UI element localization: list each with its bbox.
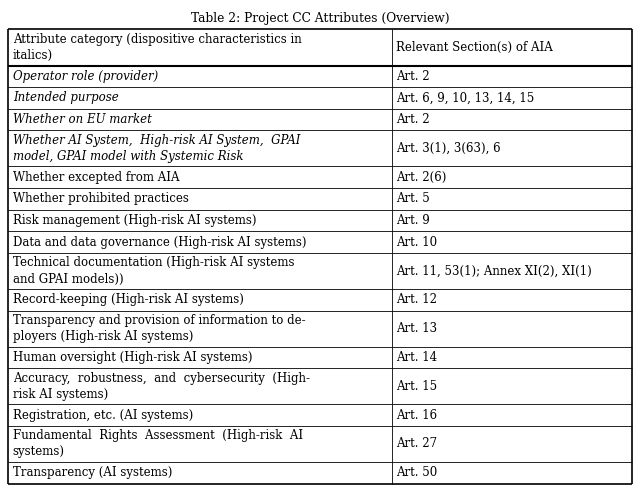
Text: Data and data governance (High-risk AI systems): Data and data governance (High-risk AI s…	[13, 236, 307, 248]
Text: Whether excepted from AIA: Whether excepted from AIA	[13, 171, 179, 184]
Text: Intended purpose: Intended purpose	[13, 91, 118, 105]
Text: Table 2: Project CC Attributes (Overview): Table 2: Project CC Attributes (Overview…	[191, 12, 449, 25]
Text: Human oversight (High-risk AI systems): Human oversight (High-risk AI systems)	[13, 351, 252, 364]
Text: Technical documentation (High-risk AI systems
and GPAI models)): Technical documentation (High-risk AI sy…	[13, 256, 294, 285]
Text: Art. 50: Art. 50	[396, 466, 437, 479]
Text: Art. 27: Art. 27	[396, 437, 437, 450]
Text: Art. 5: Art. 5	[396, 192, 430, 205]
Text: Fundamental  Rights  Assessment  (High-risk  AI
systems): Fundamental Rights Assessment (High-risk…	[13, 430, 303, 459]
Text: Accuracy,  robustness,  and  cybersecurity  (High-
risk AI systems): Accuracy, robustness, and cybersecurity …	[13, 372, 310, 401]
Text: Art. 10: Art. 10	[396, 236, 437, 248]
Text: Transparency and provision of information to de-
ployers (High-risk AI systems): Transparency and provision of informatio…	[13, 314, 305, 343]
Text: Whether prohibited practices: Whether prohibited practices	[13, 192, 189, 205]
Text: Art. 2: Art. 2	[396, 113, 430, 126]
Text: Registration, etc. (AI systems): Registration, etc. (AI systems)	[13, 409, 193, 422]
Text: Record-keeping (High-risk AI systems): Record-keeping (High-risk AI systems)	[13, 293, 244, 306]
Text: Transparency (AI systems): Transparency (AI systems)	[13, 466, 172, 479]
Text: Attribute category (dispositive characteristics in
italics): Attribute category (dispositive characte…	[13, 33, 301, 62]
Text: Whether AI System,  High-risk AI System,  GPAI
model, GPAI model with Systemic R: Whether AI System, High-risk AI System, …	[13, 134, 300, 163]
Text: Art. 14: Art. 14	[396, 351, 437, 364]
Text: Art. 2: Art. 2	[396, 70, 430, 83]
Text: Art. 16: Art. 16	[396, 409, 437, 422]
Text: Art. 3(1), 3(63), 6: Art. 3(1), 3(63), 6	[396, 142, 500, 155]
Text: Risk management (High-risk AI systems): Risk management (High-risk AI systems)	[13, 214, 256, 227]
Text: Art. 15: Art. 15	[396, 380, 437, 393]
Text: Relevant Section(s) of AIA: Relevant Section(s) of AIA	[396, 41, 553, 54]
Text: Art. 9: Art. 9	[396, 214, 430, 227]
Text: Art. 13: Art. 13	[396, 322, 437, 335]
Text: Art. 2(6): Art. 2(6)	[396, 171, 447, 184]
Text: Art. 12: Art. 12	[396, 293, 437, 306]
Text: Art. 11, 53(1); Annex XI(2), XI(1): Art. 11, 53(1); Annex XI(2), XI(1)	[396, 265, 592, 277]
Text: Operator role (provider): Operator role (provider)	[13, 70, 158, 83]
Text: Whether on EU market: Whether on EU market	[13, 113, 152, 126]
Text: Art. 6, 9, 10, 13, 14, 15: Art. 6, 9, 10, 13, 14, 15	[396, 91, 534, 105]
